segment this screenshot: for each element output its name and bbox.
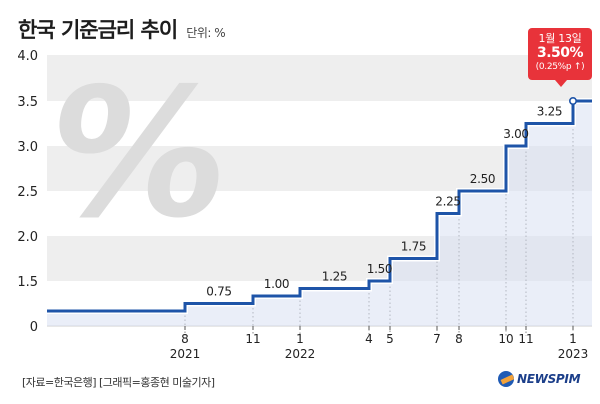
x-tick-month: 8 <box>455 332 463 346</box>
point-label: 0.75 <box>206 285 232 299</box>
latest-rate-callout: 1월 13일 3.50% (0.25%p ↑) <box>528 28 592 87</box>
grid-band <box>47 146 592 191</box>
grid-band <box>47 101 592 146</box>
latest-point-marker <box>568 97 577 106</box>
y-tick-label: 2.0 <box>17 230 38 245</box>
x-tick-month: 8 <box>181 332 189 346</box>
title-block: 한국 기준금리 추이 단위: % <box>18 14 226 44</box>
newspim-logo: NEWSPIM <box>498 371 581 387</box>
point-label: 1.75 <box>401 240 427 254</box>
point-label: 1.50 <box>367 262 393 276</box>
x-tick-month: 1 <box>296 332 304 346</box>
point-label: 1.00 <box>264 277 290 291</box>
x-tick-month: 11 <box>245 332 260 346</box>
x-tick-year: 2023 <box>558 347 589 361</box>
x-tick-month: 1 <box>569 332 577 346</box>
point-label: 2.50 <box>470 172 496 186</box>
area-fill <box>47 101 592 326</box>
y-tick-label: 3.5 <box>17 95 38 110</box>
point-labels: 0.75 1.00 1.25 1.50 1.75 2.25 2.50 3.00 3.25 <box>206 105 562 299</box>
x-tick-month: 10 <box>498 332 513 346</box>
x-tick-month: 5 <box>386 332 394 346</box>
percent-sign-illustration: % <box>35 51 242 258</box>
x-tick-year: 2022 <box>285 347 316 361</box>
point-label: 1.25 <box>322 270 348 284</box>
x-tick-month: 7 <box>433 332 441 346</box>
point-label: 3.25 <box>537 105 563 119</box>
callout-value: 3.50% <box>536 45 584 61</box>
area-under-line <box>47 101 592 326</box>
y-tick-label: 2.5 <box>17 185 38 200</box>
logo-icon <box>498 371 514 387</box>
callout-date: 1월 13일 <box>538 32 582 45</box>
chart-title: 한국 기준금리 추이 <box>18 18 178 42</box>
logo-text: NEWSPIM <box>517 372 581 386</box>
rate-series <box>47 97 592 314</box>
svg-text:%: % <box>35 51 242 258</box>
series-line <box>47 99 592 313</box>
point-label: 2.25 <box>435 195 461 209</box>
source-credit: [자료=한국은행] [그래픽=홍종현 미술기자] <box>22 376 215 389</box>
point-label: 3.00 <box>503 127 529 141</box>
unit-label: 단위: % <box>186 26 226 40</box>
x-tick-month: 11 <box>518 332 533 346</box>
grid-band <box>47 55 592 101</box>
y-tick-label: 3.0 <box>17 140 38 155</box>
y-tick-label: 4.0 <box>17 49 38 64</box>
x-tick-year: 2021 <box>170 347 201 361</box>
y-axis-labels: 0 1.5 2.0 2.5 3.0 3.5 4.0 <box>17 49 38 335</box>
callout-change: (0.25%p ↑) <box>535 62 585 72</box>
y-tick-label: 1.5 <box>17 275 38 290</box>
y-tick-label: 0 <box>30 320 38 335</box>
x-tick-month: 4 <box>365 332 373 346</box>
